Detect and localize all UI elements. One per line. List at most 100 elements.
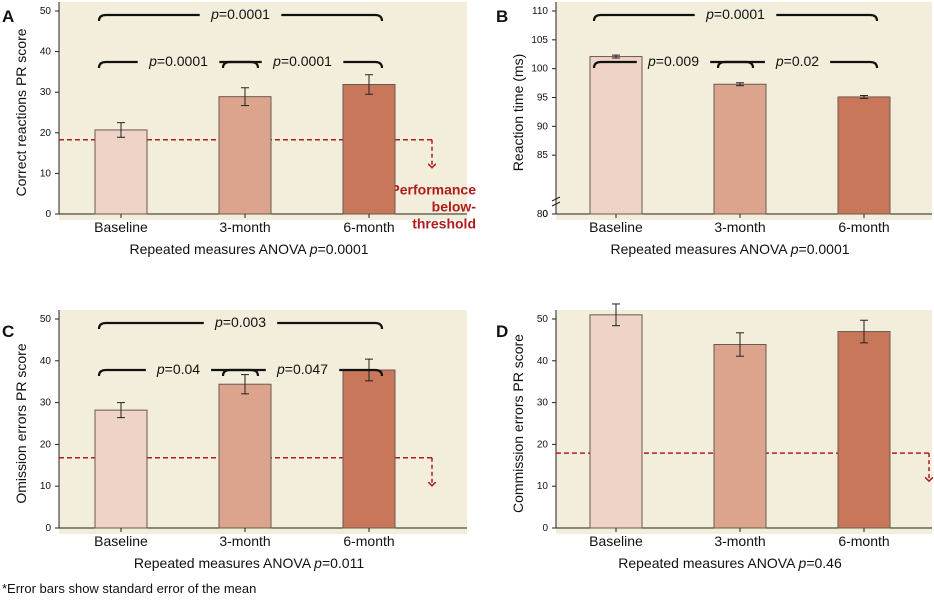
significance-label: p=0.02 — [775, 53, 819, 69]
y-tick-label: 95 — [537, 93, 549, 104]
anova-caption: Repeated measures ANOVA p=0.46 — [618, 555, 842, 571]
y-tick-label: 40 — [40, 356, 52, 367]
error-bar — [612, 303, 620, 327]
y-tick-label: 10 — [40, 481, 52, 492]
y-tick-label: 85 — [537, 150, 549, 161]
error-bar — [117, 402, 125, 419]
significance-label: p=0.009 — [647, 53, 699, 69]
error-bar — [736, 82, 744, 87]
y-tick-label: 20 — [40, 128, 52, 139]
panel-letter: D — [496, 322, 508, 341]
bar-3-month — [713, 343, 767, 529]
bracket-line — [716, 60, 879, 69]
bar-6-month — [837, 96, 891, 215]
y-tick-label: 30 — [40, 398, 52, 409]
threshold-label: threshold — [412, 216, 476, 232]
error-bar — [860, 94, 868, 99]
error-bar — [241, 87, 249, 107]
bar-baseline — [94, 129, 148, 215]
y-axis-title: Omission errors PR score — [13, 343, 29, 503]
y-tick-label: 30 — [537, 398, 549, 409]
y-tick-label: 0 — [45, 523, 51, 534]
bracket-line — [97, 13, 384, 22]
significance-bracket: p=0.02 — [716, 53, 879, 69]
axis-break-mark — [551, 196, 561, 207]
panel-d: 0 10 20 30 40 50 Baseline 3-month 6-month Commiss… — [496, 303, 932, 571]
panel-letter: C — [2, 322, 14, 341]
error-bar — [860, 319, 868, 344]
panel-b: 080 85 90 95 100 105 110 Baseline 3-month 6-month… — [496, 2, 932, 257]
error-bar — [117, 122, 125, 138]
footnote: *Error bars show standard error of the m… — [2, 581, 257, 596]
y-tick-label: 80 — [537, 209, 549, 220]
significance-bracket: p=0.0001 — [221, 53, 384, 69]
panel-letter: B — [496, 7, 508, 26]
x-tick-label: Baseline — [589, 219, 643, 235]
y-tick-label: 50 — [40, 6, 52, 17]
significance-label: p=0.0001 — [272, 53, 332, 69]
threshold-label: Performance — [390, 182, 476, 198]
panel-letter: A — [2, 7, 14, 26]
significance-bracket: p=0.009 — [592, 53, 755, 69]
significance-label: p=0.003 — [214, 314, 266, 330]
y-axis-title: Correct reactions PR score — [13, 28, 29, 196]
y-tick-label: 40 — [537, 356, 549, 367]
y-tick-label: 10 — [537, 481, 549, 492]
bar-baseline — [589, 314, 643, 529]
x-tick-label: 3-month — [219, 533, 270, 549]
y-tick-label: 50 — [537, 314, 549, 325]
x-tick-label: Baseline — [94, 533, 148, 549]
y-tick-label: 50 — [40, 314, 52, 325]
error-bar — [736, 332, 744, 357]
bar-6-month — [342, 83, 396, 215]
y-tick-label: 110 — [532, 6, 548, 17]
y-tick-label: 20 — [537, 439, 549, 450]
bar-3-month — [218, 383, 272, 529]
x-tick-label: 3-month — [219, 219, 270, 235]
x-tick-label: Baseline — [589, 533, 643, 549]
bracket-line — [592, 13, 879, 22]
bar-baseline — [94, 409, 148, 529]
threshold-label: below- — [432, 199, 477, 215]
significance-label: p=0.04 — [156, 361, 200, 377]
error-bar — [241, 374, 249, 395]
x-tick-label: 6-month — [838, 219, 889, 235]
y-tick-label: 40 — [40, 47, 52, 58]
y-tick-label: 105 — [531, 35, 548, 46]
bar-6-month — [342, 369, 396, 529]
y-tick-label: 0 — [542, 523, 548, 534]
significance-bracket: p=0.0001 — [97, 6, 384, 22]
anova-caption: Repeated measures ANOVA p=0.0001 — [129, 241, 368, 257]
x-tick-label: 3-month — [714, 533, 765, 549]
panel-c: 0 10 20 30 40 50 Baseline 3-month 6-month p=0.04 p… — [2, 310, 467, 571]
x-tick-label: 6-month — [343, 533, 394, 549]
x-tick-label: Baseline — [94, 219, 148, 235]
x-tick-label: 3-month — [714, 219, 765, 235]
y-tick-label: 100 — [531, 64, 548, 75]
x-tick-label: 6-month — [838, 533, 889, 549]
y-tick-label: 0 — [45, 209, 51, 220]
bracket-line — [221, 60, 384, 69]
bracket-line — [97, 321, 384, 330]
bar-3-month — [713, 83, 767, 215]
y-tick-label: 20 — [40, 439, 52, 450]
bar-3-month — [218, 96, 272, 215]
significance-bracket: p=0.047 — [221, 361, 384, 377]
y-axis-title: Commission errors PR score — [510, 334, 526, 513]
error-bar — [365, 74, 373, 95]
significance-bracket: p=0.003 — [97, 314, 384, 330]
significance-label: p=0.0001 — [210, 6, 270, 22]
anova-caption: Repeated measures ANOVA p=0.0001 — [610, 241, 849, 257]
bar-6-month — [837, 331, 891, 529]
anova-caption: Repeated measures ANOVA p=0.011 — [134, 555, 364, 571]
bracket-line — [221, 368, 384, 377]
significance-label: p=0.0001 — [148, 53, 208, 69]
significance-label: p=0.047 — [276, 361, 328, 377]
y-axis-title: Reaction time (ms) — [510, 54, 526, 171]
y-tick-label: 30 — [40, 87, 52, 98]
y-tick-label: 0 — [542, 209, 548, 220]
y-tick-label: 90 — [537, 121, 549, 132]
error-bar — [612, 54, 620, 59]
